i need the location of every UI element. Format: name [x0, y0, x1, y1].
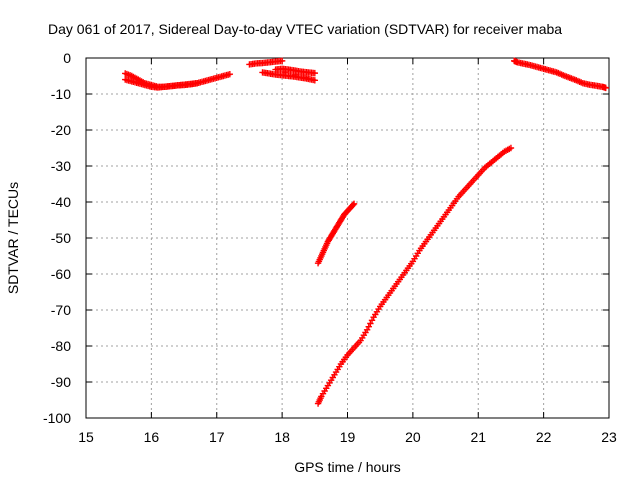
- y-tick-label: -70: [51, 302, 71, 318]
- data-point: [507, 144, 515, 152]
- data-series: [122, 57, 609, 407]
- data-point: [311, 69, 319, 77]
- y-tick-label: -10: [51, 86, 71, 102]
- x-tick-label: 22: [536, 429, 552, 445]
- x-tick-label: 21: [470, 429, 486, 445]
- data-point: [350, 201, 357, 208]
- series: [314, 200, 358, 267]
- y-tick-label: -30: [51, 158, 71, 174]
- series: [122, 76, 201, 91]
- x-tick-label: 16: [144, 429, 160, 445]
- series: [259, 65, 319, 84]
- plot-frame: [85, 57, 610, 419]
- y-tick-label: -20: [51, 122, 71, 138]
- series: [511, 57, 609, 92]
- y-tick-labels: 0 -10 -20 -30 -40 -50 -60 -70 -80 -90 -100: [43, 50, 71, 426]
- y-tick-label: -80: [51, 338, 71, 354]
- x-tick-label: 18: [274, 429, 290, 445]
- y-tick-label: -100: [43, 410, 71, 426]
- x-tick-label: 20: [405, 429, 421, 445]
- data-point: [278, 57, 286, 65]
- data-point: [311, 77, 319, 84]
- x-axis-label: GPS time / hours: [294, 459, 401, 475]
- data-point: [301, 74, 309, 81]
- x-tick-label: 17: [209, 429, 225, 445]
- data-point: [350, 200, 358, 207]
- y-tick-label: 0: [63, 50, 71, 66]
- data-point: [226, 71, 234, 78]
- data-point: [193, 80, 201, 87]
- x-tick-label: 19: [340, 429, 356, 445]
- x-tick-label: 15: [78, 429, 94, 445]
- x-tick-label: 23: [601, 429, 617, 445]
- series: [246, 57, 286, 68]
- chart-title: Day 061 of 2017, Sidereal Day-to-day VTE…: [48, 21, 562, 37]
- grid: [86, 58, 609, 418]
- y-tick-label: -60: [51, 266, 71, 282]
- y-tick-label: -90: [51, 374, 71, 390]
- y-tick-label: -50: [51, 230, 71, 246]
- y-tick-label: -40: [51, 194, 71, 210]
- x-tick-labels: 15 16 17 18 19 20 21 22 23: [78, 429, 617, 445]
- data-point: [602, 84, 609, 92]
- series: [314, 144, 515, 407]
- y-axis-label: SDTVAR / TECUs: [5, 182, 21, 294]
